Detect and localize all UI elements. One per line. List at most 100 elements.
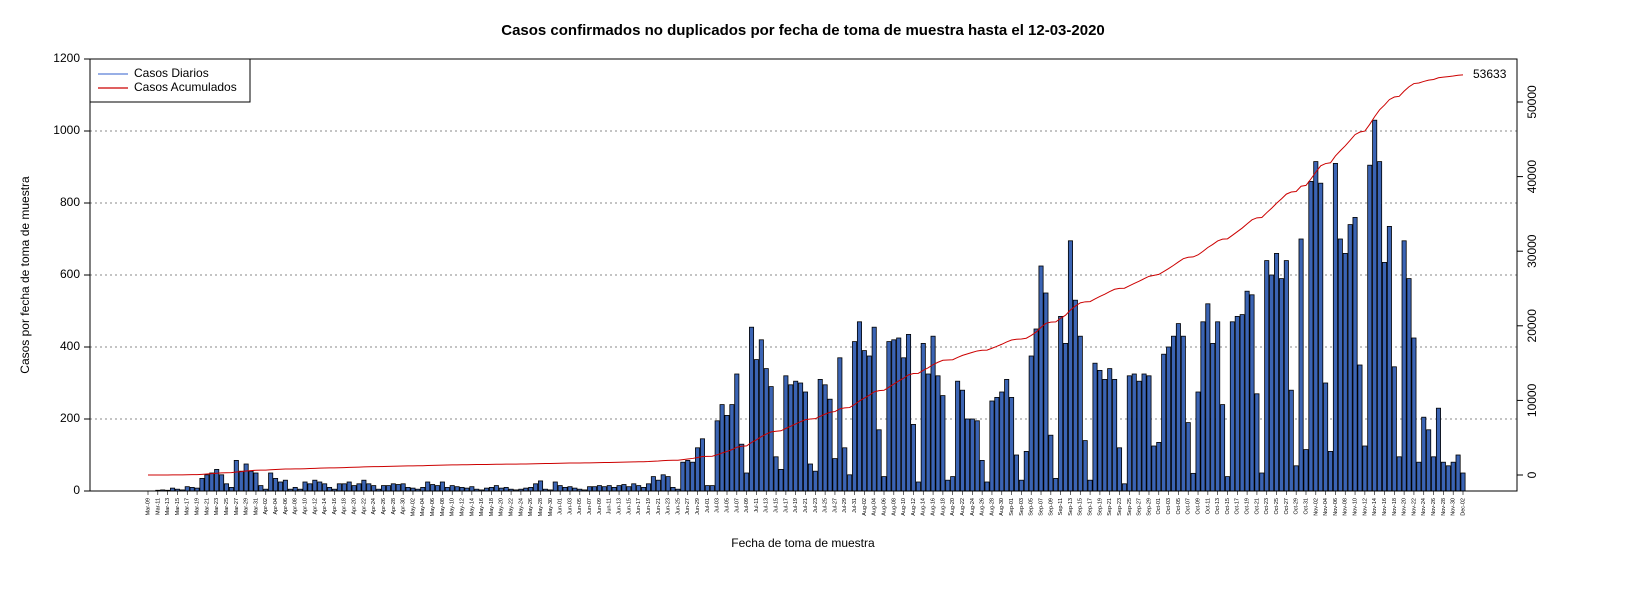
- x-tick-label: Nov-14: [1372, 498, 1378, 516]
- bar: [714, 420, 720, 492]
- bar: [989, 400, 995, 492]
- bar: [219, 474, 225, 492]
- bar: [1283, 260, 1289, 492]
- x-tick-label: Jun-17: [636, 498, 642, 515]
- x-tick-label: Jul-17: [783, 498, 789, 513]
- bar: [690, 461, 696, 492]
- bar: [356, 483, 362, 492]
- bar: [322, 483, 328, 492]
- bar: [503, 486, 509, 492]
- bar: [1038, 265, 1044, 492]
- x-tick-label: Sep-07: [1038, 498, 1044, 516]
- y-axis-label: Casos por fecha de toma de muestra: [18, 176, 32, 374]
- bar: [1077, 335, 1083, 492]
- x-tick-label: Apr-24: [371, 498, 377, 515]
- bar: [758, 339, 764, 492]
- bar: [224, 483, 230, 492]
- y-tick-label: 600: [60, 267, 80, 281]
- x-tick-label: Oct-29: [1294, 498, 1300, 515]
- x-tick-label: Sep-27: [1137, 498, 1143, 516]
- x-tick-label: Sep-29: [1146, 498, 1152, 516]
- bar: [1460, 472, 1466, 492]
- bar: [1067, 240, 1073, 492]
- bar: [1239, 314, 1245, 492]
- bar: [906, 333, 912, 492]
- bar: [1131, 373, 1137, 492]
- bar: [881, 476, 887, 492]
- x-tick-label: Jun-15: [626, 498, 632, 515]
- x-tick-label: Oct-21: [1254, 498, 1260, 515]
- bar: [832, 458, 838, 492]
- bar: [459, 486, 465, 492]
- x-tick-label: Oct-07: [1186, 498, 1192, 515]
- bar: [538, 480, 544, 492]
- x-tick-label: Mar-11: [155, 498, 161, 515]
- bar: [1406, 278, 1412, 492]
- bar: [366, 483, 372, 492]
- bar: [1004, 378, 1010, 492]
- bar: [273, 477, 279, 492]
- bar: [837, 357, 843, 492]
- bar: [616, 485, 622, 492]
- bar: [1332, 162, 1338, 492]
- bar: [940, 395, 946, 492]
- bar: [611, 486, 617, 492]
- bar: [964, 418, 970, 492]
- end-label: 53633: [1473, 67, 1507, 81]
- y-tick-label: 200: [60, 411, 80, 425]
- bar: [886, 341, 892, 492]
- x-tick-label: May-24: [518, 498, 524, 516]
- x-tick-label: Jun-29: [695, 498, 701, 515]
- bar: [189, 486, 195, 492]
- x-tick-label: Sep-21: [1107, 498, 1113, 516]
- bar: [685, 459, 691, 492]
- bar: [621, 484, 627, 492]
- bar: [709, 485, 715, 492]
- bar: [1033, 328, 1039, 492]
- x-tick-label: Aug-22: [960, 498, 966, 516]
- bar: [1431, 456, 1437, 492]
- x-tick-label: Aug-20: [950, 498, 956, 516]
- y2-tick-label: 50000: [1525, 85, 1539, 119]
- bar: [395, 484, 401, 492]
- bar: [866, 355, 872, 492]
- x-tick-label: Sep-19: [1097, 498, 1103, 516]
- x-tick-label: Mar-19: [195, 498, 201, 515]
- bar: [773, 456, 779, 492]
- bar: [798, 382, 804, 492]
- x-tick-label: Nov-24: [1421, 498, 1427, 516]
- x-tick-label: Dec-02: [1460, 498, 1466, 516]
- bar: [1097, 369, 1103, 492]
- y2-tick-label: 20000: [1525, 309, 1539, 343]
- chart-title: Casos confirmados no duplicados por fech…: [501, 22, 1105, 39]
- x-tick-label: Jun-01: [558, 498, 564, 515]
- bar: [915, 481, 921, 492]
- x-tick-label: Nov-08: [1343, 498, 1349, 516]
- x-tick-label: Oct-31: [1303, 498, 1309, 515]
- bar: [1440, 461, 1446, 492]
- y-tick-label: 400: [60, 339, 80, 353]
- bar: [1156, 441, 1162, 492]
- x-tick-label: Apr-14: [322, 498, 328, 515]
- x-tick-label: Jun-19: [646, 498, 652, 515]
- x-tick-label: Oct-03: [1166, 498, 1172, 515]
- bar: [449, 485, 455, 492]
- x-tick-label: Jul-23: [813, 498, 819, 513]
- bar: [1401, 240, 1407, 492]
- x-tick-label: Jul-11: [754, 498, 760, 513]
- x-tick-label: Jul-25: [823, 498, 829, 513]
- bar: [184, 486, 190, 492]
- x-tick-label: May-04: [420, 498, 426, 516]
- bar: [488, 486, 494, 492]
- bar: [1028, 355, 1034, 492]
- bar: [1166, 346, 1172, 492]
- bar: [704, 485, 710, 492]
- y-tick-label: 1200: [53, 51, 80, 65]
- bar: [1421, 416, 1427, 492]
- bar: [974, 420, 980, 492]
- x-tick-label: Jun-23: [666, 498, 672, 515]
- bar: [1254, 393, 1260, 492]
- x-tick-label: Apr-02: [263, 498, 269, 515]
- bar: [699, 438, 705, 492]
- bar: [1121, 483, 1127, 492]
